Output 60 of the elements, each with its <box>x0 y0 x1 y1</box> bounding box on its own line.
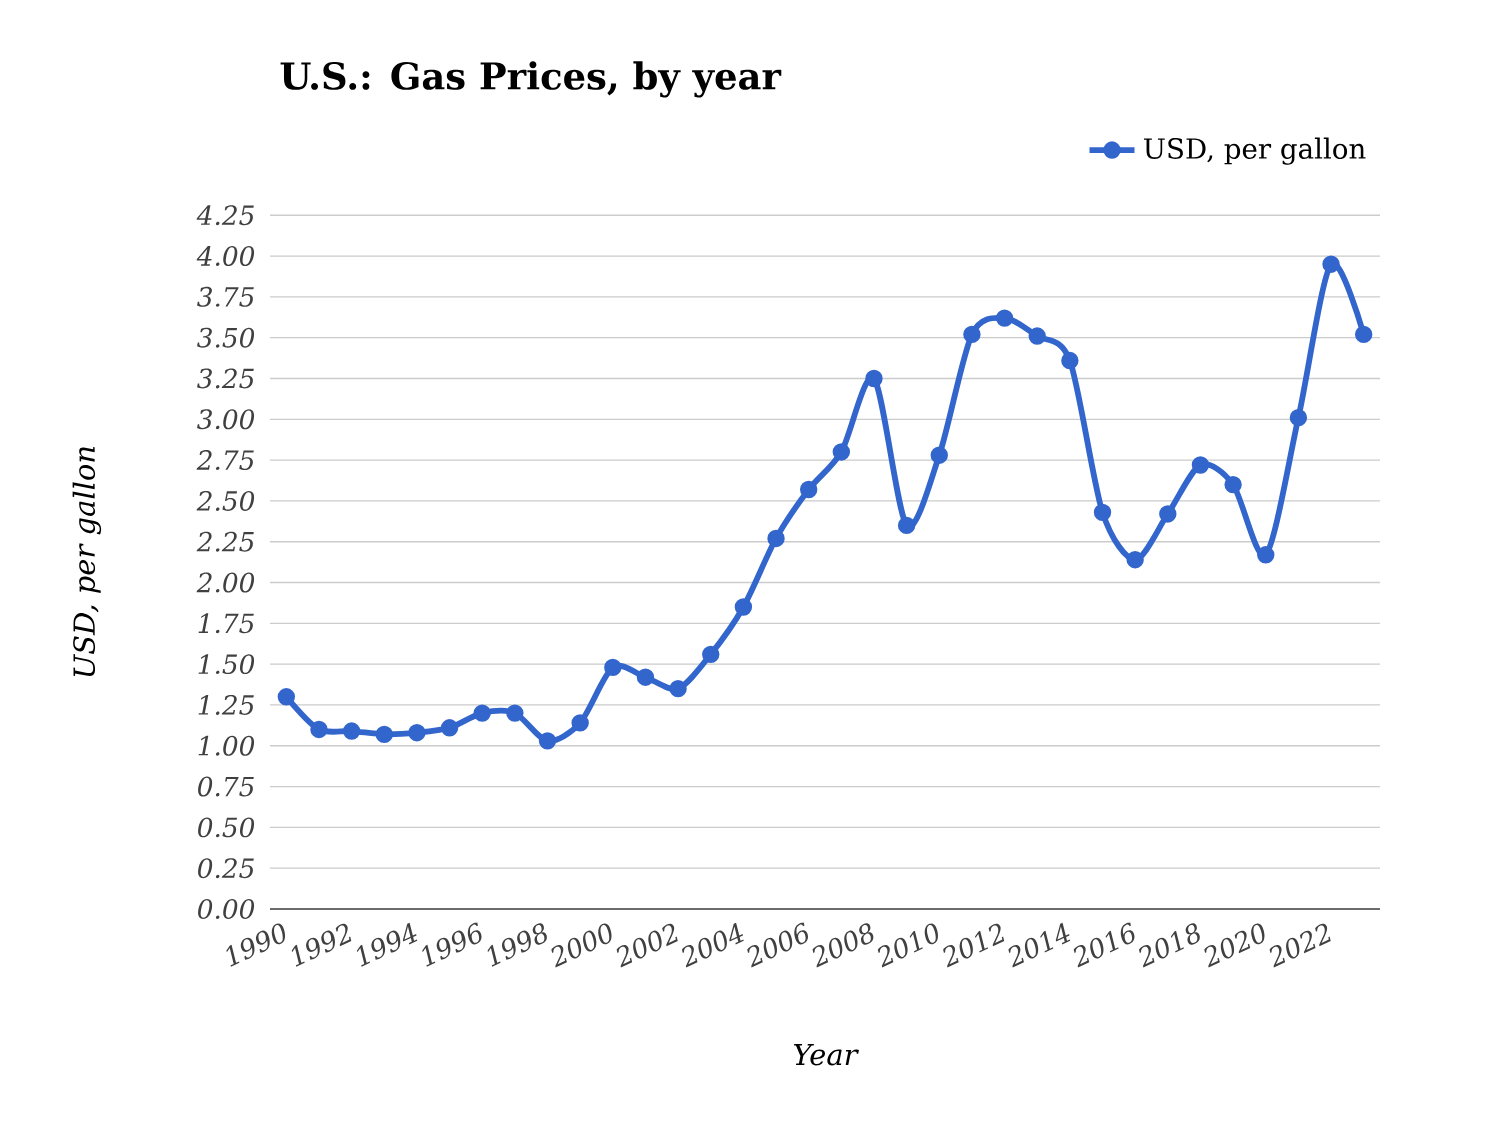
chart-title: U.S.: Gas Prices, by year <box>280 61 782 98</box>
y-tick-label: 4.25 <box>196 205 254 226</box>
point <box>1322 255 1340 273</box>
y-tick-label: 1.50 <box>198 654 255 675</box>
point <box>1159 505 1177 523</box>
y-axis-title: USD, per gallon <box>72 446 102 677</box>
y-tick-label: 0.75 <box>198 776 254 797</box>
point <box>538 732 557 750</box>
point <box>1061 351 1079 370</box>
point <box>734 598 753 616</box>
y-tick-label: 2.00 <box>196 572 255 593</box>
point <box>963 325 981 344</box>
point <box>1354 325 1373 344</box>
y-tick-label: 3.50 <box>197 327 255 348</box>
point <box>702 645 720 664</box>
point <box>473 704 491 722</box>
point <box>832 443 851 461</box>
y-tick-label: 2.50 <box>196 490 255 511</box>
point <box>375 725 393 744</box>
point <box>1093 503 1112 522</box>
point <box>1191 456 1210 474</box>
point <box>1028 327 1046 345</box>
point <box>1126 550 1144 569</box>
x-tick-label: 1990 <box>226 923 286 967</box>
point <box>277 688 296 706</box>
y-tick-label: 3.00 <box>197 409 255 430</box>
y-tick-label: 1.00 <box>198 735 255 756</box>
y-tick-label: 2.75 <box>196 450 254 471</box>
point <box>799 480 818 499</box>
point <box>865 369 883 388</box>
x-tick-label: 1992 <box>291 923 352 967</box>
point <box>930 446 948 464</box>
y-tick-label: 3.75 <box>197 286 254 307</box>
point <box>571 714 589 732</box>
y-tick-label: 4.00 <box>196 246 255 267</box>
x-tick-label: 1998 <box>487 923 547 967</box>
legend-label: USD, per gallon <box>1143 137 1366 165</box>
y-tick-label: 1.75 <box>198 613 254 634</box>
point <box>995 309 1014 327</box>
point <box>897 516 916 535</box>
y-tick-label: 3.25 <box>197 368 254 389</box>
point <box>767 529 785 548</box>
y-tick-label: 0.00 <box>198 899 255 919</box>
y-tick-label: 2.25 <box>196 531 254 552</box>
y-tick-label: 1.25 <box>198 694 254 715</box>
point <box>669 679 687 698</box>
point <box>1257 546 1275 564</box>
point <box>636 668 655 686</box>
point <box>342 722 361 740</box>
point <box>604 658 622 677</box>
x-tick-label: 1994 <box>357 922 418 967</box>
point <box>506 704 524 722</box>
y-tick-label: 0.50 <box>198 817 255 838</box>
point <box>440 719 459 737</box>
point <box>310 720 328 739</box>
y-tick-label: 0.25 <box>198 858 254 879</box>
point <box>408 724 426 742</box>
x-axis-title: Year <box>793 1043 859 1066</box>
point <box>1224 475 1242 494</box>
point <box>1289 408 1308 427</box>
